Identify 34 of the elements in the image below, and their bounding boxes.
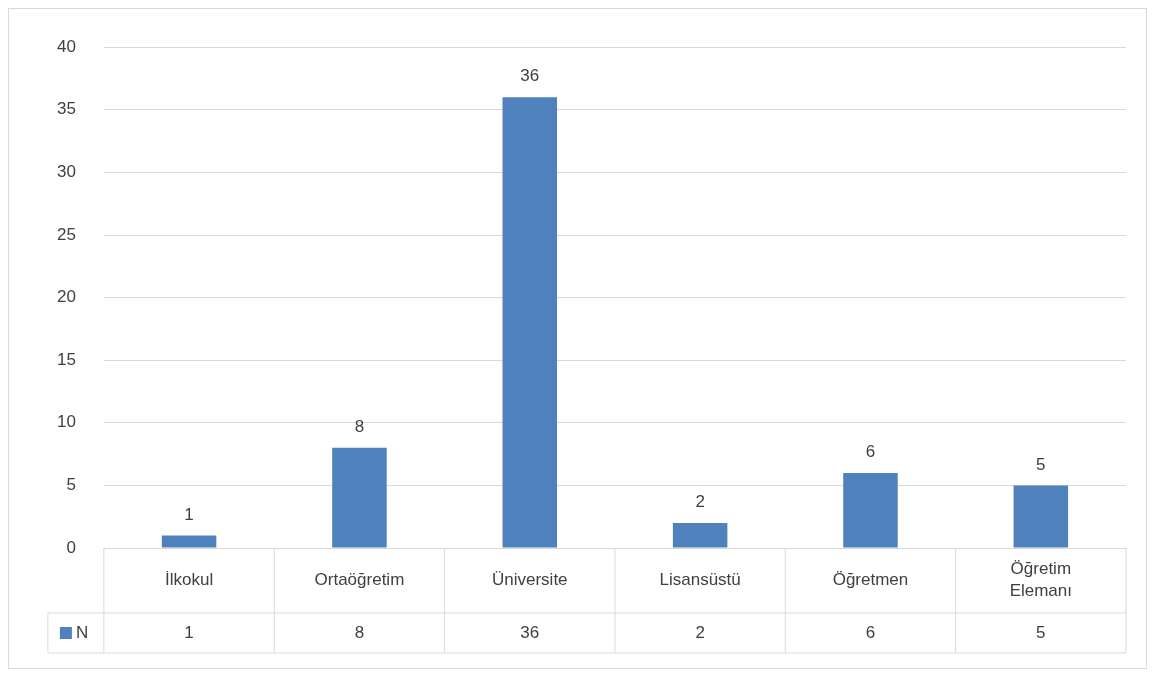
y-tick-label: 25 <box>56 224 76 244</box>
data-label: 36 <box>520 66 540 86</box>
data-label: 2 <box>695 492 705 512</box>
y-tick-label: 15 <box>56 349 76 369</box>
data-label: 6 <box>865 442 876 462</box>
x-tick-label: Öğretmen <box>832 570 909 590</box>
y-tick-label: 10 <box>56 412 76 432</box>
x-tick-label: Üniversite <box>491 570 568 590</box>
y-tick-label: 20 <box>56 287 76 307</box>
y-tick-label: 0 <box>66 537 76 557</box>
legend-label: N <box>75 622 89 642</box>
bar <box>332 447 387 548</box>
bar <box>161 535 217 548</box>
y-tick-label: 40 <box>56 36 76 56</box>
bar <box>672 522 728 548</box>
data-label: 1 <box>184 504 194 524</box>
text: 36 <box>520 622 540 642</box>
text: 6 <box>865 622 876 642</box>
data-label: 8 <box>354 417 365 437</box>
bar <box>843 472 898 548</box>
text: 2 <box>695 622 705 642</box>
text: 1 <box>184 622 194 642</box>
x-tick-label: Ortaöğretim <box>314 570 405 590</box>
x-tick-label: İlkokul <box>164 570 214 590</box>
y-tick-label: 5 <box>66 475 76 495</box>
bar <box>1013 485 1069 548</box>
x-tick-label: Öğretim Elemanı <box>1009 559 1073 601</box>
text: 8 <box>354 622 365 642</box>
x-tick-label: Lisansüstü <box>659 570 741 590</box>
text: 5 <box>1036 622 1046 642</box>
y-tick-label: 30 <box>56 162 76 182</box>
data-label: 5 <box>1036 454 1046 474</box>
bar <box>502 97 558 548</box>
y-tick-label: 35 <box>56 99 76 119</box>
